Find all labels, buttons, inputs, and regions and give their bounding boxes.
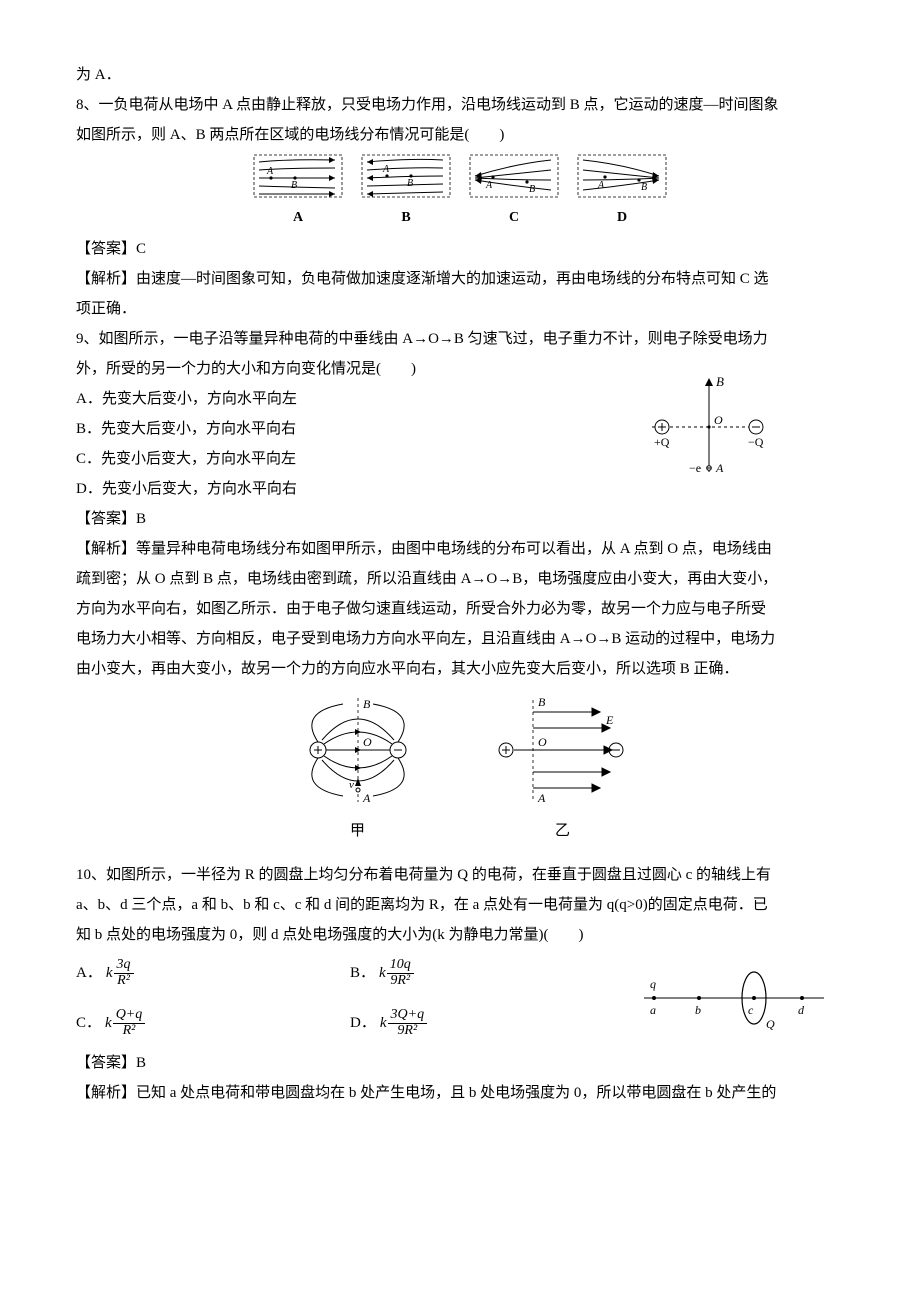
svg-text:A: A: [382, 164, 390, 175]
q9-answer-value: B: [136, 511, 146, 527]
q10-stem-3: 知 b 点处的电场强度为 0，则 d 点处电场强度的大小为(k 为静电力常量)(…: [76, 920, 844, 950]
q10-a-num: 3q: [114, 958, 134, 974]
q9-answer-label: 【答案】: [76, 511, 136, 527]
field-lines-b-icon: A B: [361, 154, 451, 202]
q8-answer-value: C: [136, 241, 146, 257]
svg-text:B: B: [407, 178, 413, 189]
q10-opt-c: C．k Q+qR²: [76, 1002, 350, 1044]
svg-text:B: B: [641, 182, 647, 193]
q9-label-B: B: [716, 374, 724, 389]
q10-d-den: 9R²: [388, 1024, 428, 1039]
q9r-label-E: E: [605, 713, 614, 727]
q9-label-plusQ: +Q: [654, 435, 670, 449]
dipole-left: B O v A 甲: [283, 692, 433, 846]
q8-stem-1: 8、一负电荷从电场中 A 点由静止释放，只受电场力作用，沿电场线运动到 B 点，…: [76, 90, 844, 120]
q8-opt-a-label: A: [253, 204, 343, 232]
q10-opt-b: B．k 10q9R²: [350, 952, 624, 994]
dipole-right-label: 乙: [488, 816, 638, 846]
q9-label-minusQ: −Q: [748, 435, 764, 449]
q8-opt-b-label: B: [361, 204, 451, 232]
q9-label-minus-e: −e: [689, 461, 701, 475]
dipole-right: B O A E 乙: [488, 692, 638, 846]
q10-lbl-d: d: [798, 1003, 805, 1017]
q10-c-den: R²: [113, 1024, 146, 1039]
q8-opt-c-label: C: [469, 204, 559, 232]
svg-text:v: v: [349, 779, 354, 791]
svg-text:A: A: [362, 791, 371, 805]
q8-analysis-label: 【解析】: [76, 271, 136, 287]
q9-dipole-figs: B O v A 甲 B O A E 乙: [76, 692, 844, 846]
q10-opt-d: D．k 3Q+q9R²: [350, 1002, 624, 1044]
q9-analysis-t1: 等量异种电荷电场线分布如图甲所示，由图中电场线的分布可以看出，从 A 点到 O …: [136, 541, 772, 557]
q9-label-A: A: [715, 461, 724, 475]
q9-analysis-l4: 电场力大小相等、方向相反，电子受到电场力方向水平向左，且沿直线由 A→O→B 运…: [76, 624, 844, 654]
svg-text:A: A: [537, 791, 546, 805]
svg-text:O: O: [363, 735, 372, 749]
q10-analysis-text: 已知 a 处点电荷和带电圆盘均在 b 处产生电场，且 b 处电场强度为 0，所以…: [136, 1085, 776, 1101]
field-lines-c-icon: A B: [469, 154, 559, 202]
field-lines-a-icon: A B: [253, 154, 343, 202]
q10-options: A．k 3qR² B．k 10q9R² a q b c Q d C．k Q+qR…: [76, 952, 844, 1044]
q9-analysis-l2: 疏到密；从 O 点到 B 点，电场线由密到疏，所以沿直线由 A→O→B，电场强度…: [76, 564, 844, 594]
q10-analysis-label: 【解析】: [76, 1085, 136, 1101]
q9-diagram: B +Q −Q O −e A: [634, 372, 784, 493]
q10-b-den: 9R²: [387, 974, 414, 989]
q10-diagram: a q b c Q d: [624, 958, 844, 1038]
q8-answer: 【答案】C: [76, 234, 844, 264]
q10-a-den: R²: [114, 974, 134, 989]
q10-answer: 【答案】B: [76, 1048, 844, 1078]
disc-axis-icon: a q b c Q d: [634, 958, 834, 1038]
q9-analysis-l5: 由小变大，再由大变小，故另一个力的方向应水平向右，其大小应先变大后变小，所以选项…: [76, 654, 844, 684]
frag-top: 为 A．: [76, 60, 844, 90]
q8-answer-label: 【答案】: [76, 241, 136, 257]
svg-text:B: B: [291, 180, 297, 191]
q10-c-num: Q+q: [113, 1008, 146, 1024]
q9-answer: 【答案】B: [76, 504, 844, 534]
q8-diagram-a: A B A: [253, 154, 343, 232]
q10-lbl-c: c: [748, 1003, 754, 1017]
svg-text:A: A: [597, 180, 605, 191]
q8-diagram-d: A B D: [577, 154, 667, 232]
svg-text:B: B: [363, 697, 371, 711]
q10-lbl-b: b: [695, 1003, 701, 1017]
q10-b-num: 10q: [387, 958, 414, 974]
dipole-right-icon: B O A E: [488, 692, 638, 812]
dipole-left-label: 甲: [283, 816, 433, 846]
q9-analysis-l1: 【解析】等量异种电荷电场线分布如图甲所示，由图中电场线的分布可以看出，从 A 点…: [76, 534, 844, 564]
q10-answer-value: B: [136, 1055, 146, 1071]
q8-analysis-1: 【解析】由速度—时间图象可知，负电荷做加速度逐渐增大的加速运动，再由电场线的分布…: [76, 264, 844, 294]
dipole-field-icon: B O v A: [283, 692, 433, 812]
svg-text:O: O: [538, 735, 547, 749]
q9-label-O: O: [714, 413, 723, 427]
svg-text:A: A: [266, 166, 274, 177]
q9-block: 外，所受的另一个力的大小和方向变化情况是( ) A．先变大后变小，方向水平向左 …: [76, 354, 844, 504]
q8-opt-d-label: D: [577, 204, 667, 232]
svg-text:A: A: [485, 180, 493, 191]
svg-text:B: B: [538, 695, 546, 709]
q8-diagram-c: A B C: [469, 154, 559, 232]
q8-analysis-2: 项正确．: [76, 294, 844, 324]
q10-lbl-a: a: [650, 1003, 656, 1017]
dipole-vertical-icon: B +Q −Q O −e A: [634, 372, 784, 482]
q10-lbl-Q: Q: [766, 1017, 775, 1031]
q10-analysis: 【解析】已知 a 处点电荷和带电圆盘均在 b 处产生电场，且 b 处电场强度为 …: [76, 1078, 844, 1108]
q10-stem-2: a、b、d 三个点，a 和 b、b 和 c、c 和 d 间的距离均为 R，在 a…: [76, 890, 844, 920]
q10-stem-1: 10、如图所示，一半径为 R 的圆盘上均匀分布着电荷量为 Q 的电荷，在垂直于圆…: [76, 860, 844, 890]
q8-analysis-text: 由速度—时间图象可知，负电荷做加速度逐渐增大的加速运动，再由电场线的分布特点可知…: [136, 271, 769, 287]
q10-opt-a: A．k 3qR²: [76, 952, 350, 994]
q10-answer-label: 【答案】: [76, 1055, 136, 1071]
field-lines-d-icon: A B: [577, 154, 667, 202]
q8-diagram-row: A B A A B B A B C: [76, 154, 844, 232]
q8-diagram-b: A B B: [361, 154, 451, 232]
q8-stem-2: 如图所示，则 A、B 两点所在区域的电场线分布情况可能是( ): [76, 120, 844, 150]
q10-d-num: 3Q+q: [388, 1008, 428, 1024]
svg-text:B: B: [529, 184, 535, 195]
q9-analysis-label: 【解析】: [76, 541, 136, 557]
q9-stem-1: 9、如图所示，一电子沿等量异种电荷的中垂线由 A→O→B 匀速飞过，电子重力不计…: [76, 324, 844, 354]
q9-analysis-l3: 方向为水平向右，如图乙所示．由于电子做匀速直线运动，所受合外力必为零，故另一个力…: [76, 594, 844, 624]
q10-lbl-q: q: [650, 977, 656, 991]
